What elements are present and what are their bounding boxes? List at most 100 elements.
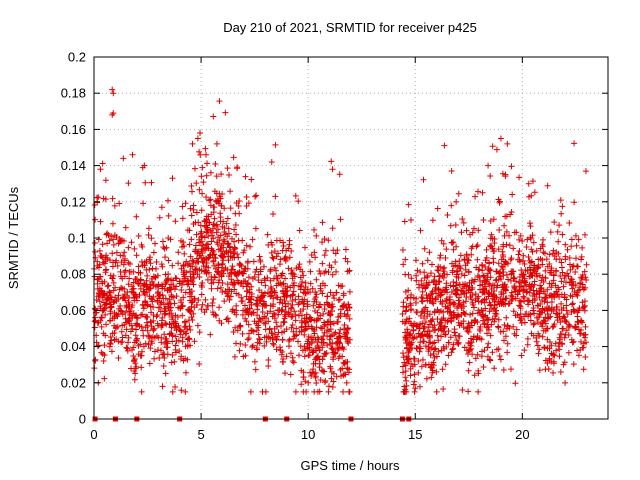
data-point	[509, 296, 516, 303]
data-point	[536, 272, 543, 279]
data-point	[119, 311, 126, 318]
data-point	[410, 326, 417, 333]
data-point	[497, 135, 504, 142]
data-point	[225, 318, 232, 325]
data-point	[346, 336, 353, 343]
data-point	[223, 220, 230, 227]
data-point	[125, 259, 132, 266]
data-point	[534, 302, 541, 309]
data-point	[171, 300, 178, 307]
data-point	[144, 314, 151, 321]
data-point	[101, 290, 108, 297]
data-point	[107, 310, 114, 317]
data-point	[480, 314, 487, 321]
data-point	[559, 269, 566, 276]
data-point	[177, 331, 184, 338]
data-point	[491, 318, 498, 325]
data-point	[533, 247, 540, 254]
data-point	[432, 345, 439, 352]
data-point	[465, 350, 472, 357]
data-point	[279, 300, 286, 307]
data-point	[217, 218, 224, 225]
data-point	[305, 336, 312, 343]
data-point	[531, 310, 538, 317]
data-point	[328, 375, 335, 382]
data-point	[337, 310, 344, 317]
data-point	[251, 274, 258, 281]
data-point	[187, 297, 194, 304]
data-point	[121, 291, 128, 298]
data-point	[399, 363, 406, 370]
data-point	[176, 326, 183, 333]
data-point	[549, 324, 556, 331]
data-point	[132, 365, 139, 372]
data-point	[556, 339, 563, 346]
data-point	[568, 236, 575, 243]
data-point	[147, 260, 154, 267]
data-point	[564, 311, 571, 318]
data-point	[195, 258, 202, 265]
data-point	[165, 271, 172, 278]
data-point	[106, 317, 113, 324]
data-point	[256, 335, 263, 342]
data-point	[447, 334, 454, 341]
data-point	[469, 277, 476, 284]
data-point	[495, 196, 502, 203]
data-point	[101, 342, 108, 349]
data-point	[242, 173, 249, 180]
data-point	[475, 188, 482, 195]
data-point	[555, 250, 562, 257]
data-point	[92, 216, 99, 223]
data-point	[288, 270, 295, 277]
data-point	[246, 305, 253, 312]
data-point	[255, 324, 262, 331]
data-point	[481, 347, 488, 354]
data-point	[232, 340, 239, 347]
data-point	[205, 233, 212, 240]
data-point	[173, 275, 180, 282]
data-point	[158, 261, 165, 268]
data-point	[453, 268, 460, 275]
data-point	[156, 214, 163, 221]
data-point	[233, 311, 240, 318]
data-point	[454, 313, 461, 320]
data-point	[540, 279, 547, 286]
data-point	[422, 318, 429, 325]
data-point	[563, 327, 570, 334]
data-point	[287, 371, 294, 378]
data-point	[488, 231, 495, 238]
data-point	[499, 248, 506, 255]
data-point	[453, 337, 460, 344]
data-point	[530, 239, 537, 246]
data-point	[198, 267, 205, 274]
data-point	[436, 278, 443, 285]
data-point	[300, 306, 307, 313]
data-point	[454, 286, 461, 293]
data-point	[570, 282, 577, 289]
data-point	[160, 238, 167, 245]
data-point	[149, 340, 156, 347]
data-point	[322, 268, 329, 275]
data-point	[546, 355, 553, 362]
data-point	[495, 316, 502, 323]
data-point	[160, 351, 167, 358]
data-point	[240, 270, 247, 277]
data-point	[113, 311, 120, 318]
data-point	[263, 333, 270, 340]
data-point	[344, 325, 351, 332]
data-point	[106, 257, 113, 264]
data-point	[162, 370, 169, 377]
data-point	[222, 265, 229, 272]
data-point	[417, 227, 424, 234]
data-point	[541, 298, 548, 305]
data-point	[556, 353, 563, 360]
data-point	[329, 384, 336, 391]
data-point	[212, 161, 219, 168]
data-point	[500, 268, 507, 275]
data-point	[503, 271, 510, 278]
data-point	[104, 283, 111, 290]
data-point	[133, 252, 140, 259]
data-point	[276, 261, 283, 268]
data-point	[340, 346, 347, 353]
data-point	[125, 180, 132, 187]
